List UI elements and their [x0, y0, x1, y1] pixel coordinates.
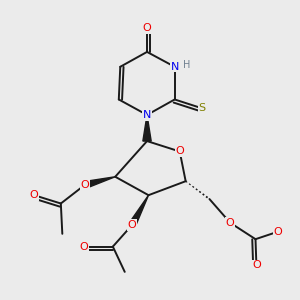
Text: O: O	[143, 23, 152, 33]
Text: O: O	[30, 190, 38, 200]
Text: O: O	[175, 146, 184, 157]
Polygon shape	[129, 195, 148, 226]
Text: S: S	[199, 103, 206, 113]
Text: O: O	[128, 220, 136, 230]
Text: O: O	[273, 227, 282, 237]
Text: O: O	[252, 260, 261, 270]
Text: H: H	[183, 60, 190, 70]
Text: O: O	[226, 218, 235, 228]
Polygon shape	[143, 115, 151, 141]
Text: N: N	[170, 62, 179, 72]
Polygon shape	[84, 177, 115, 188]
Text: O: O	[80, 242, 88, 252]
Text: O: O	[80, 180, 89, 190]
Text: N: N	[143, 110, 151, 120]
